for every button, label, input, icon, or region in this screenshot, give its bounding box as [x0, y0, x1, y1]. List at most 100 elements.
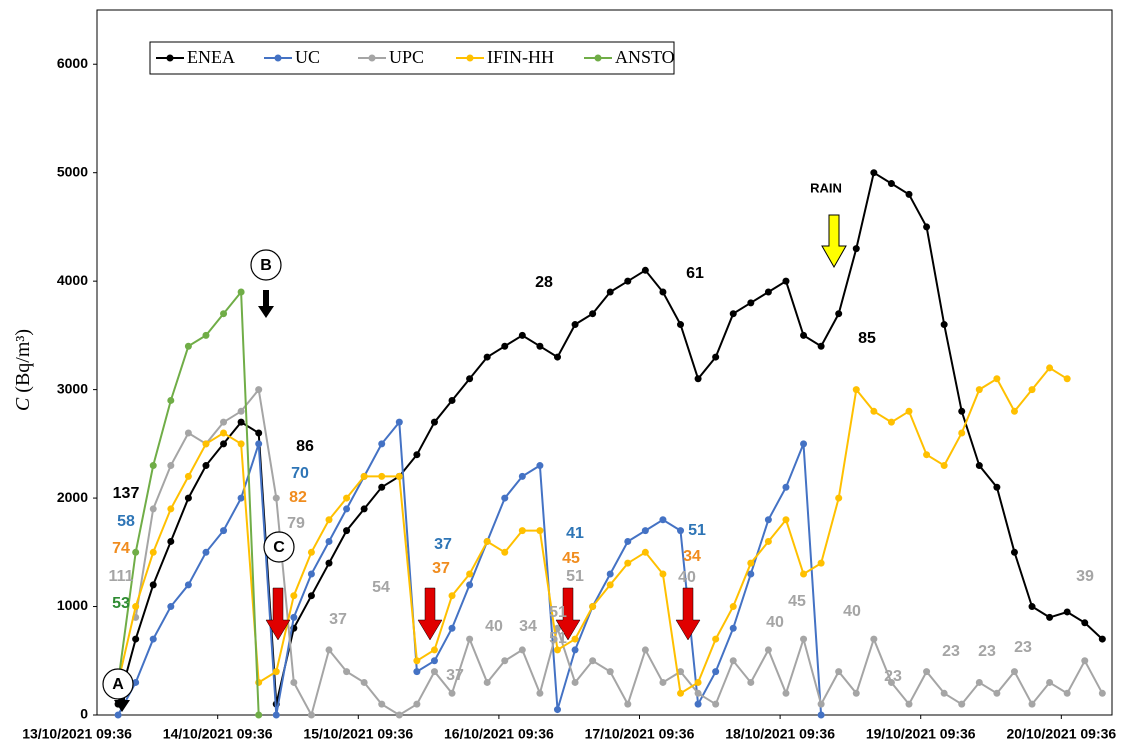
data-point	[1081, 657, 1089, 665]
annotation: 79	[287, 515, 305, 532]
data-point	[1046, 678, 1054, 686]
data-point	[571, 321, 579, 329]
annotation: 40	[485, 618, 503, 635]
legend-label: UC	[295, 47, 320, 67]
data-point	[536, 462, 544, 470]
annotation: 23	[884, 668, 902, 685]
data-point	[764, 537, 772, 545]
data-point	[237, 418, 245, 426]
data-point	[343, 668, 351, 676]
data-point	[641, 646, 649, 654]
data-point	[940, 321, 948, 329]
data-point	[1010, 407, 1018, 415]
marker-label: C	[273, 539, 285, 556]
data-point	[413, 668, 421, 676]
data-point	[272, 668, 280, 676]
data-point	[800, 440, 808, 448]
x-tick-label: 13/10/2021 09:36	[22, 726, 132, 742]
data-point	[343, 527, 351, 535]
data-point	[606, 288, 614, 296]
data-point	[501, 657, 509, 665]
data-point	[800, 331, 808, 339]
legend-marker	[166, 54, 174, 62]
data-point	[220, 310, 228, 318]
data-point	[483, 537, 491, 545]
data-point	[466, 635, 474, 643]
data-point	[536, 689, 544, 697]
data-point	[184, 581, 192, 589]
y-tick-label: 4000	[57, 272, 88, 288]
data-point	[272, 711, 280, 719]
data-point	[694, 689, 702, 697]
data-point	[589, 657, 597, 665]
data-point	[360, 505, 368, 513]
data-point	[466, 570, 474, 578]
data-point	[114, 711, 122, 719]
data-point	[307, 548, 315, 556]
data-point	[518, 472, 526, 480]
data-point	[553, 624, 561, 632]
data-point	[905, 407, 913, 415]
data-point	[413, 700, 421, 708]
data-point	[817, 711, 825, 719]
data-point	[606, 668, 614, 676]
data-point	[905, 190, 913, 198]
y-label-unit: (Bq/m³)	[12, 329, 34, 393]
x-tick-label: 15/10/2021 09:36	[303, 726, 413, 742]
legend-label: UPC	[389, 47, 424, 67]
data-point	[290, 592, 298, 600]
data-point	[747, 559, 755, 567]
y-label-symbol: C	[12, 397, 34, 411]
data-point	[887, 678, 895, 686]
data-point	[1028, 386, 1036, 394]
data-point	[149, 581, 157, 589]
data-point	[430, 657, 438, 665]
data-point	[325, 646, 333, 654]
data-point	[518, 646, 526, 654]
y-tick-label: 5000	[57, 163, 88, 179]
x-tick-label: 20/10/2021 09:36	[1006, 726, 1116, 742]
data-point	[852, 386, 860, 394]
annotation: 40	[678, 569, 696, 586]
legend-label: IFIN-HH	[487, 47, 554, 67]
data-point	[923, 668, 931, 676]
annotation: 51	[688, 522, 706, 539]
data-point	[132, 548, 140, 556]
data-point	[395, 472, 403, 480]
annotation: 137	[113, 485, 140, 502]
legend: ENEA UC UPC IFIN-HH ANSTO	[149, 41, 675, 75]
data-point	[167, 603, 175, 611]
data-point	[430, 668, 438, 676]
data-point	[1010, 668, 1018, 676]
arrow-b	[258, 290, 274, 318]
data-point	[343, 494, 351, 502]
legend-marker	[466, 54, 474, 62]
data-point	[448, 396, 456, 404]
annotation: 37	[434, 536, 452, 553]
data-point	[202, 440, 210, 448]
marker-label: B	[260, 257, 272, 274]
x-tick-label: 17/10/2021 09:36	[585, 726, 695, 742]
data-point	[466, 375, 474, 383]
data-point	[993, 375, 1001, 383]
data-point	[641, 266, 649, 274]
data-point	[1098, 635, 1106, 643]
data-point	[501, 494, 509, 502]
data-point	[606, 581, 614, 589]
data-point	[923, 223, 931, 231]
annotation: 37	[329, 611, 347, 628]
data-point	[1098, 689, 1106, 697]
annotation: 82	[289, 489, 307, 506]
data-point	[659, 288, 667, 296]
data-point	[132, 678, 140, 686]
data-point	[483, 678, 491, 686]
annotation: 58	[117, 513, 135, 530]
annotation: 51	[549, 630, 567, 647]
data-point	[694, 678, 702, 686]
data-point	[149, 548, 157, 556]
data-point	[729, 603, 737, 611]
data-point	[167, 462, 175, 470]
data-point	[553, 646, 561, 654]
data-point	[817, 700, 825, 708]
